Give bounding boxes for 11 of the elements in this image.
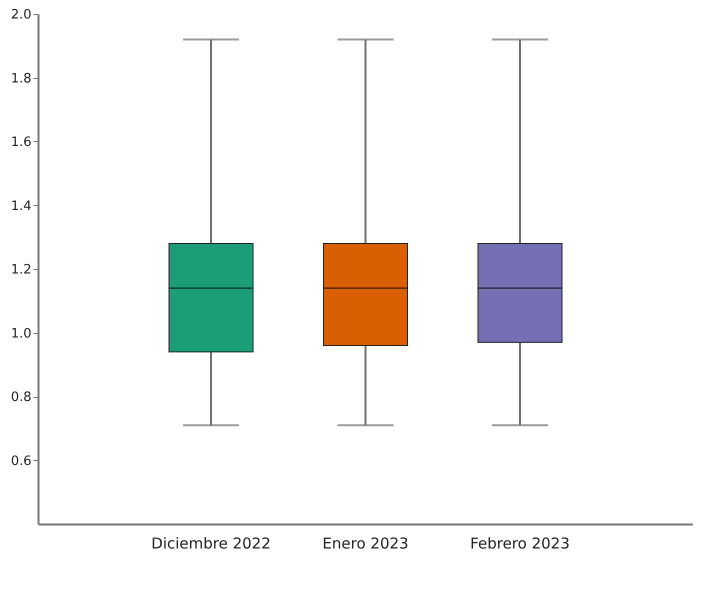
y-tick-label: 0.8 (10, 390, 32, 405)
x-tick-label: Diciembre 2022 (151, 534, 271, 552)
y-tick-label: 0.6 (10, 454, 32, 469)
y-tick-label: 1.8 (10, 71, 32, 86)
x-tick-label: Febrero 2023 (470, 534, 570, 552)
y-tick-label: 1.4 (10, 198, 32, 214)
y-tick-label: 1.0 (10, 326, 32, 342)
y-tick-label: 1.6 (10, 135, 32, 150)
x-tick-label: Enero 2023 (322, 534, 409, 552)
y-tick-label: 2.0 (10, 8, 32, 22)
y-tick-label: 1.2 (10, 262, 32, 278)
